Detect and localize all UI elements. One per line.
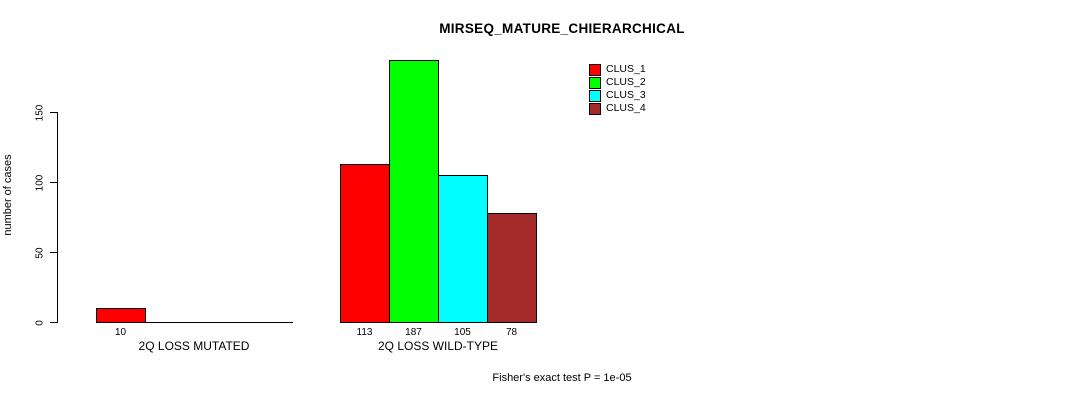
category-label: 2Q LOSS WILD-TYPE [377,339,499,353]
legend: CLUS_1 CLUS_2 CLUS_3 CLUS_4 [589,63,646,115]
bar-value-label: 105 [454,327,471,338]
legend-swatch-icon [589,102,601,115]
legend-label: CLUS_3 [606,89,646,101]
legend-item: CLUS_4 [589,102,646,115]
stat-annotation: Fisher's exact test P = 1e-05 [492,372,632,384]
legend-swatch-icon [589,63,601,76]
y-tick [50,112,57,113]
legend-label: CLUS_4 [606,102,646,114]
legend-item: CLUS_3 [589,89,646,102]
y-tick [50,182,57,183]
legend-swatch-icon [589,76,601,89]
y-axis-line [57,112,58,323]
bar-clus_1 [96,308,146,323]
y-tick [50,252,57,253]
legend-label: CLUS_2 [606,76,646,88]
bar-clus_1 [340,164,390,323]
bar-clus_3 [438,175,488,323]
y-axis-label: number of cases [2,154,14,236]
bar-value-label: 78 [505,327,518,338]
bar-clus_4 [487,213,537,323]
category-label: 2Q LOSS MUTATED [138,339,250,353]
legend-swatch-icon [589,89,601,102]
legend-item: CLUS_2 [589,76,646,89]
y-tick-label: 50 [34,246,46,259]
group-baseline [96,322,293,323]
y-tick-label: 0 [34,319,46,326]
y-tick-label: 150 [34,104,46,121]
y-tick [50,322,57,323]
y-tick-label: 100 [34,174,46,191]
bar-value-label: 10 [114,327,127,338]
bar-value-label: 113 [356,327,373,338]
bar-clus_2 [389,60,439,323]
chart-title: MIRSEQ_MATURE_CHIERARCHICAL [439,21,685,36]
legend-item: CLUS_1 [589,63,646,76]
legend-label: CLUS_1 [606,63,646,75]
bar-value-label: 187 [405,327,422,338]
